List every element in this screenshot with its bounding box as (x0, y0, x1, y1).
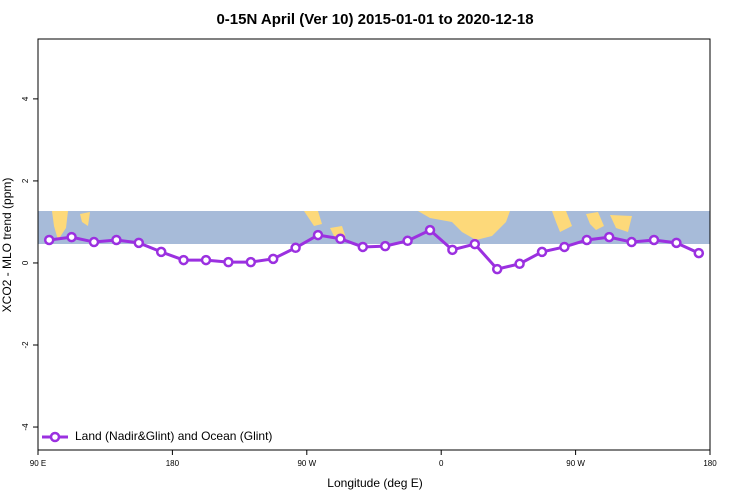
data-point (88, 236, 100, 248)
x-tick-label: 90 W (566, 459, 585, 468)
data-point (581, 234, 593, 246)
y-axis-label: XCO2 - MLO trend (ppm) (0, 178, 14, 313)
data-point (267, 253, 279, 265)
data-point (357, 241, 369, 253)
data-point (424, 224, 436, 236)
data-point (603, 231, 615, 243)
plot-frame (37, 38, 711, 451)
data-point (155, 246, 167, 258)
data-point (469, 238, 481, 250)
y-tick-label: -2 (21, 341, 30, 349)
x-tick-label: 90 W (297, 459, 316, 468)
data-point (379, 240, 391, 252)
x-tick-label: 180 (703, 459, 717, 468)
data-point (66, 231, 77, 243)
chart-title: 0-15N April (Ver 10) 2015-01-01 to 2020-… (216, 11, 533, 28)
x-axis-label: Longitude (deg E) (327, 476, 422, 490)
data-point (536, 246, 548, 258)
x-tick-label: 180 (166, 459, 180, 468)
data-point (290, 242, 301, 254)
y-tick-label: -4 (21, 423, 30, 431)
legend-marker (49, 431, 61, 443)
x-tick-label: 90 E (30, 459, 46, 468)
y-tick-label: 0 (21, 260, 30, 265)
data-point (223, 256, 234, 268)
x-tick-label: 0 (439, 459, 444, 468)
data-point (648, 234, 660, 246)
data-point (43, 234, 55, 246)
data-point (559, 241, 570, 253)
data-point (671, 237, 682, 249)
data-point (491, 263, 503, 275)
data-point (200, 254, 212, 266)
data-point (514, 258, 525, 270)
data-point (335, 233, 346, 245)
data-point (626, 236, 637, 248)
data-point (693, 247, 705, 259)
y-tick-label: 4 (21, 96, 30, 101)
data-point (111, 234, 122, 246)
data-point (133, 237, 145, 249)
data-point (312, 229, 324, 241)
data-point (402, 235, 413, 247)
y-tick-label: 2 (21, 178, 30, 183)
legend-label: Land (Nadir&Glint) and Ocean (Glint) (75, 429, 272, 443)
map-background (38, 211, 710, 244)
data-point (178, 254, 189, 266)
data-point (245, 256, 257, 268)
data-point (447, 244, 458, 256)
